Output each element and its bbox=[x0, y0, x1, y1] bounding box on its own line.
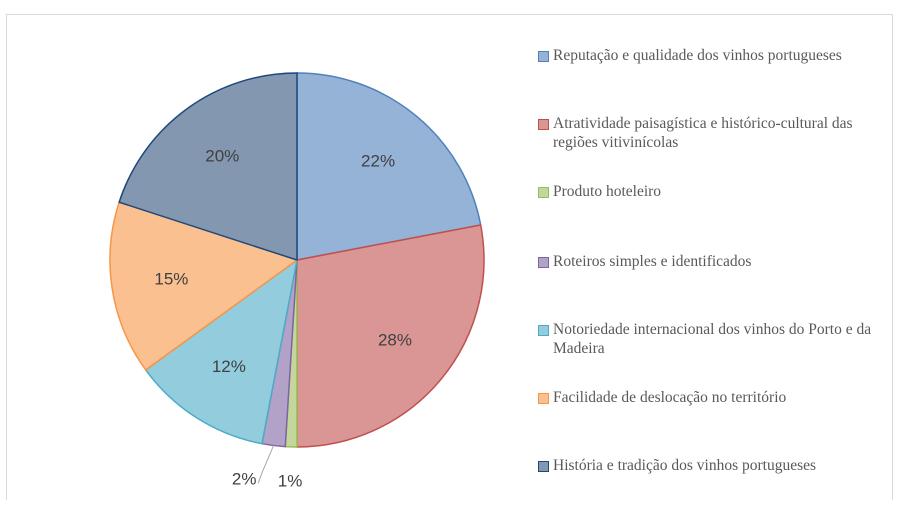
legend-swatch bbox=[538, 187, 549, 198]
data-label: 28% bbox=[378, 331, 412, 350]
legend-item: Facilidade de deslocação no território bbox=[538, 388, 878, 407]
legend-item: Roteiros simples e identificados bbox=[538, 252, 878, 271]
pie-slice bbox=[296, 224, 485, 448]
legend-item: História e tradição dos vinhos portugues… bbox=[538, 456, 878, 475]
data-label: 12% bbox=[212, 357, 246, 376]
legend-item: Reputação e qualidade dos vinhos portugu… bbox=[538, 46, 878, 65]
pie-slice bbox=[118, 72, 298, 262]
legend-label: História e tradição dos vinhos portugues… bbox=[553, 457, 817, 474]
legend-label: Notoriedade internacional dos vinhos do … bbox=[553, 321, 872, 357]
legend-label: Facilidade de deslocação no território bbox=[553, 389, 787, 406]
pie-slice bbox=[144, 258, 299, 445]
legend-label: Atratividade paisagística e histórico-cu… bbox=[553, 115, 853, 151]
legend-label: Roteiros simples e identificados bbox=[553, 253, 752, 270]
legend-label: Produto hoteleiro bbox=[553, 183, 662, 200]
pie-slice bbox=[109, 201, 299, 371]
pie-slice bbox=[296, 72, 482, 261]
legend-swatch bbox=[538, 119, 549, 130]
data-label: 15% bbox=[154, 269, 188, 288]
legend-item: Produto hoteleiro bbox=[538, 182, 878, 201]
legend-swatch bbox=[538, 393, 549, 404]
data-label: 1% bbox=[278, 471, 303, 490]
data-label: 22% bbox=[361, 152, 395, 171]
legend-label: Reputação e qualidade dos vinhos portugu… bbox=[553, 47, 842, 64]
legend-item: Atratividade paisagística e histórico-cu… bbox=[538, 114, 878, 152]
legend-swatch bbox=[538, 325, 549, 336]
legend-swatch bbox=[538, 51, 549, 62]
legend-item: Notoriedade internacional dos vinhos do … bbox=[538, 320, 878, 358]
legend-swatch bbox=[538, 461, 549, 472]
leader-line bbox=[257, 445, 275, 484]
data-label: 20% bbox=[205, 147, 239, 166]
legend-swatch bbox=[538, 257, 549, 268]
data-label: 2% bbox=[232, 470, 257, 489]
